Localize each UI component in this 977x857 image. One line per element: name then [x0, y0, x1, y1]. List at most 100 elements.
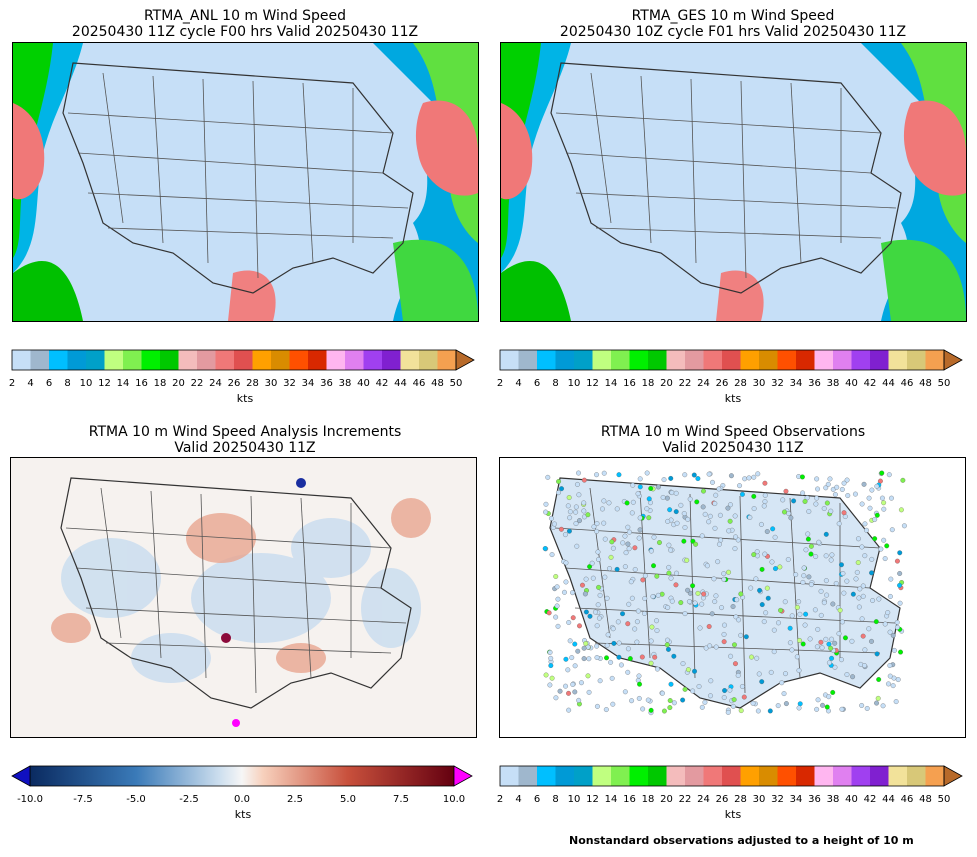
observation-dot	[626, 601, 632, 607]
colorbar-tick-label: 40	[845, 378, 858, 389]
observation-dot	[627, 656, 633, 662]
observation-dot	[735, 537, 741, 543]
observation-dot	[761, 619, 767, 625]
observation-dot	[796, 705, 802, 711]
observation-dot	[607, 566, 612, 571]
colorbar-swatch	[400, 350, 420, 370]
observation-dot	[772, 534, 778, 540]
colorbar-swatch	[500, 350, 519, 370]
observation-dot	[668, 681, 674, 687]
observation-dot	[600, 506, 605, 512]
observation-dot	[622, 564, 628, 570]
anl-map-graphic	[13, 43, 478, 321]
colorbar-swatch	[160, 350, 179, 370]
colorbar-tick-label: 22	[678, 378, 692, 389]
observation-dot	[823, 636, 829, 642]
observation-dot	[567, 638, 573, 644]
colorbar-tick-label: 26	[227, 378, 241, 389]
ges-colorbar-unit: kts	[724, 392, 742, 405]
observation-dot	[862, 647, 868, 653]
observation-dot	[830, 601, 836, 607]
colorbar-swatch	[740, 350, 760, 370]
anl-colorbar-unit: kts	[236, 392, 254, 405]
observation-dot	[637, 681, 642, 687]
observation-dot	[594, 655, 600, 660]
observations-footnote: Nonstandard observations adjusted to a h…	[569, 834, 914, 847]
colorbar-tick-label: 4	[27, 378, 34, 389]
colorbar-swatch	[178, 350, 198, 370]
colorbar-tick-label: 16	[135, 378, 148, 389]
colorbar-swatch	[215, 350, 235, 370]
increments-title-line2: Valid 20250430 11Z	[174, 440, 316, 456]
observation-dot	[730, 703, 736, 709]
observation-dot	[640, 577, 646, 583]
observation-dot	[601, 520, 607, 526]
colorbar-swatch	[289, 350, 309, 370]
colorbar-tick-label: 34	[789, 378, 803, 389]
observation-dot	[566, 620, 572, 625]
observation-dot	[894, 558, 900, 564]
observation-dot	[783, 488, 789, 494]
colorbar-swatch	[382, 350, 401, 370]
observation-dot	[582, 591, 588, 597]
observation-dot	[700, 504, 706, 510]
colorbar-tick-label: 24	[697, 794, 710, 805]
observation-dot	[595, 549, 601, 555]
observation-dot	[595, 602, 601, 608]
observation-dot	[685, 516, 691, 522]
observation-dot	[866, 626, 872, 632]
colorbar-tick-label: 48	[431, 378, 444, 389]
observation-dot	[581, 656, 587, 662]
observation-dot	[722, 622, 727, 628]
observation-dot	[602, 536, 608, 542]
colorbar-tick-label: 32	[283, 378, 296, 389]
observation-dot	[572, 689, 578, 695]
observation-dot	[708, 693, 713, 699]
observation-dot	[732, 513, 738, 519]
observation-dot	[615, 619, 621, 625]
increment-colorbar-tick-label: 7.5	[393, 794, 409, 805]
observation-dot	[635, 608, 641, 614]
observation-dot	[626, 546, 632, 552]
observation-dot	[556, 490, 561, 496]
observation-dot	[797, 611, 803, 617]
observation-dot	[801, 565, 807, 571]
observation-dot	[563, 683, 568, 689]
observation-dot	[793, 572, 799, 578]
colorbar-swatch	[796, 350, 815, 370]
colorbar-swatch	[611, 350, 630, 370]
observation-dot	[733, 661, 738, 667]
observation-dot	[890, 633, 896, 638]
observation-dot	[554, 603, 560, 609]
observation-dot	[651, 563, 656, 569]
observation-dot	[812, 607, 818, 613]
observation-dot	[542, 546, 548, 551]
observation-dot	[545, 474, 551, 480]
colorbar-tick-label: 12	[98, 378, 111, 389]
colorbar-tick-label: 6	[533, 794, 541, 805]
observation-dot	[850, 591, 856, 597]
colorbar-tick-label: 10	[567, 794, 581, 805]
observation-dot	[857, 586, 863, 592]
observation-dot	[864, 706, 870, 711]
observation-dot	[570, 590, 576, 596]
colorbar-swatch	[777, 350, 797, 370]
colorbar-tick-label: 40	[845, 794, 858, 805]
observation-dot	[768, 669, 774, 675]
colorbar-swatch	[518, 350, 538, 370]
observation-dot	[573, 521, 579, 526]
colorbar-tick-label: 10	[567, 378, 581, 389]
observation-dot	[756, 671, 762, 677]
observation-dot	[762, 499, 768, 505]
observation-dot	[725, 505, 731, 511]
colorbar-tick-label: 8	[552, 378, 559, 389]
observation-dot	[644, 506, 650, 512]
observation-dot	[673, 582, 679, 588]
colorbar-tick-label: 12	[586, 378, 599, 389]
colorbar-swatch	[703, 766, 723, 786]
increment-colorbar-gradient	[29, 765, 455, 787]
observation-dot	[594, 643, 600, 649]
observation-dot	[632, 545, 638, 551]
observation-dot	[887, 629, 893, 635]
observation-dot	[814, 476, 820, 482]
